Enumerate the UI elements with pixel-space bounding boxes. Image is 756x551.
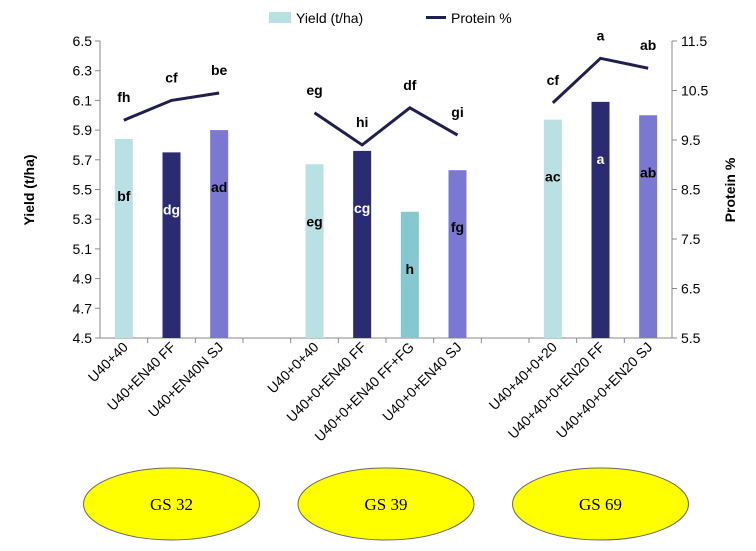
x-category-label: U40+40+0+EN20 SJ	[553, 339, 655, 441]
yield-sig-label: bf	[117, 188, 131, 204]
yield-sig-label: a	[597, 151, 605, 167]
yield-sig-label: h	[406, 261, 415, 277]
y-left-tick-label: 6.1	[73, 92, 93, 108]
y-right-tick-label: 8.5	[681, 182, 701, 198]
y-right-tick-label: 10.5	[681, 83, 708, 99]
yield-bar	[114, 139, 133, 338]
yield-bar	[591, 101, 610, 338]
y-left-tick-label: 6.5	[73, 33, 93, 49]
yield-sig-label: ab	[640, 164, 656, 180]
y-left-tick-label: 5.9	[73, 122, 93, 138]
yield-bar	[353, 150, 372, 338]
protein-sig-label: ab	[640, 37, 656, 53]
y-left-tick-label: 4.9	[73, 271, 93, 287]
y-left-tick-label: 5.1	[73, 241, 93, 257]
protein-line	[123, 91, 220, 122]
y-left-tick-label: 5.7	[73, 152, 93, 168]
yield-sig-label: ad	[211, 179, 227, 195]
growth-stage-badge	[297, 467, 475, 541]
legend: Yield (t/ha) Protein %	[269, 10, 512, 26]
y-left-tick-label: 4.5	[73, 330, 93, 346]
yield-bar	[543, 119, 562, 338]
y-right-tick-label: 6.5	[681, 281, 701, 297]
legend-yield-swatch	[269, 12, 291, 23]
legend-protein-label: Protein %	[451, 10, 512, 26]
yield-sig-label: eg	[306, 213, 322, 229]
protein-sig-label: be	[211, 62, 228, 78]
y-right-tick-label: 5.5	[681, 330, 701, 346]
yield-bar	[639, 115, 658, 338]
y-right-tick-label: 9.5	[681, 132, 701, 148]
legend-yield-label: Yield (t/ha)	[296, 10, 363, 26]
y-left-tick-label: 5.5	[73, 182, 93, 198]
y-left-tick-label: 4.7	[73, 300, 93, 316]
growth-stage-label: GS 32	[150, 495, 193, 514]
protein-sig-label: cf	[547, 72, 560, 88]
y-left-axis-title: Yield (t/ha)	[21, 154, 37, 225]
protein-line	[551, 56, 649, 104]
protein-sig-label: hi	[356, 114, 368, 130]
axes: 4.5 4.7 4.9 5.1 5.3 5.5 5.7 5.9 6.1 6.3 6.5 5.5 6.5 7…	[73, 33, 709, 346]
growth-stage-badge	[83, 467, 260, 541]
y-left-tick-label: 5.3	[73, 211, 93, 227]
protein-sig-label: fh	[117, 89, 130, 105]
protein-line-layer: fh cf be eg hi df gi cf a ab	[117, 27, 656, 147]
protein-sig-label: a	[597, 27, 605, 43]
yield-sig-label: ac	[545, 169, 561, 185]
y-right-tick-label: 11.5	[681, 33, 707, 49]
protein-sig-label: df	[403, 77, 417, 93]
yield-sig-label: dg	[163, 201, 180, 217]
yield-sig-label: cg	[354, 200, 370, 216]
y-left-tick-label: 6.3	[73, 63, 93, 79]
growth-stage-badges: GS 32 GS 39 GS 69	[83, 467, 689, 541]
yield-bar	[448, 170, 467, 338]
yield-bar	[210, 130, 229, 338]
yield-bars: bf dg ad eg cg h fg ac a ab	[114, 101, 658, 338]
y-right-tick-label: 7.5	[681, 231, 701, 247]
yield-bar	[162, 152, 181, 338]
yield-bar	[400, 211, 419, 338]
growth-stage-label: GS 39	[365, 495, 408, 514]
protein-sig-label: eg	[306, 82, 322, 98]
yield-bar	[305, 164, 324, 338]
protein-sig-label: cf	[165, 69, 178, 85]
y-right-axis-title: Protein %	[722, 157, 738, 222]
growth-stage-label: GS 69	[579, 495, 622, 514]
yield-sig-label: fg	[451, 219, 464, 235]
protein-sig-label: gi	[451, 104, 463, 120]
protein-line	[313, 106, 459, 147]
growth-stage-badge	[512, 467, 689, 541]
